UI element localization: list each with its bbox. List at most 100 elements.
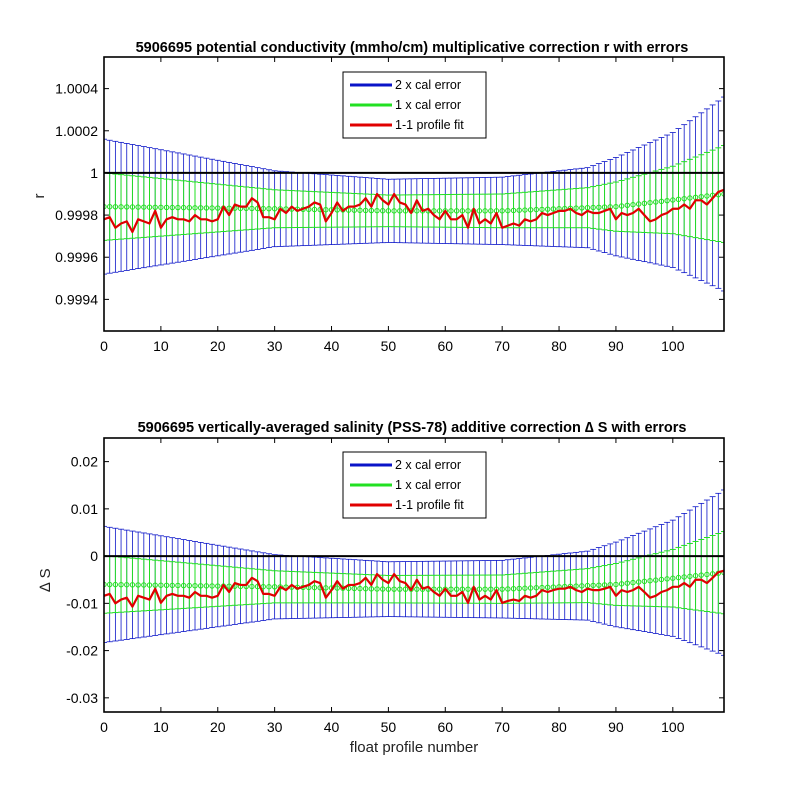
data-point-marker bbox=[476, 586, 483, 592]
data-point-marker bbox=[596, 582, 602, 588]
data-point-marker bbox=[675, 574, 682, 581]
data-point-marker bbox=[215, 205, 221, 211]
data-point-marker bbox=[198, 205, 204, 211]
data-point-marker bbox=[271, 206, 278, 212]
data-point-marker bbox=[368, 586, 375, 592]
data-point-marker bbox=[624, 202, 630, 209]
data-point-marker bbox=[533, 206, 539, 213]
data-point-marker bbox=[186, 582, 193, 589]
data-point-marker bbox=[362, 586, 369, 592]
data-point-marker bbox=[453, 208, 460, 214]
data-point-marker bbox=[448, 208, 454, 214]
data-point-marker bbox=[152, 204, 158, 210]
data-point-marker bbox=[118, 204, 124, 210]
y-axis-label: ∆ S bbox=[37, 568, 54, 591]
x-tick-label: 100 bbox=[661, 338, 685, 354]
data-point-marker bbox=[596, 204, 602, 210]
data-point-marker bbox=[482, 208, 488, 214]
y-tick-label: 0.01 bbox=[71, 501, 98, 517]
data-point-marker bbox=[163, 204, 170, 211]
data-point-marker bbox=[459, 208, 466, 214]
data-point-marker bbox=[118, 581, 124, 588]
data-point-marker bbox=[112, 581, 119, 588]
data-point-marker bbox=[482, 586, 488, 592]
data-point-marker bbox=[544, 206, 551, 212]
data-point-marker bbox=[442, 208, 448, 214]
data-point-marker bbox=[397, 586, 403, 592]
data-point-marker bbox=[670, 197, 676, 203]
data-point-marker bbox=[215, 583, 221, 589]
y-tick-label: 0.02 bbox=[71, 454, 98, 470]
data-point-marker bbox=[647, 199, 653, 206]
data-point-marker bbox=[635, 579, 642, 585]
data-point-marker bbox=[351, 585, 357, 592]
data-point-marker bbox=[499, 208, 505, 214]
data-point-marker bbox=[465, 586, 471, 592]
data-point-marker bbox=[647, 578, 653, 584]
x-tick-label: 10 bbox=[153, 338, 169, 354]
data-point-marker bbox=[675, 196, 682, 203]
data-point-marker bbox=[505, 586, 511, 592]
data-point-marker bbox=[249, 583, 255, 590]
axes-frame bbox=[103, 437, 725, 713]
x-tick-label: 80 bbox=[551, 719, 567, 735]
data-point-marker bbox=[709, 571, 716, 577]
data-point-marker bbox=[488, 208, 494, 214]
data-point-marker bbox=[692, 573, 699, 579]
data-point-marker bbox=[527, 585, 534, 591]
chart-title: 5906695 potential conductivity (mmho/cm)… bbox=[136, 40, 689, 56]
data-point-marker bbox=[681, 195, 687, 202]
data-point-marker bbox=[192, 583, 198, 589]
data-point-marker bbox=[141, 204, 147, 210]
axes: 0 10 20 30 40 50 60 70 80 90 100 -0.03 -0.02 -0.01 0 0.… bbox=[66, 437, 725, 735]
series-profile-fit-line bbox=[104, 188, 724, 234]
data-point-marker bbox=[226, 583, 232, 589]
data-point-marker bbox=[579, 583, 585, 589]
data-point-marker bbox=[124, 582, 130, 588]
data-point-marker bbox=[180, 582, 187, 589]
data-point-marker bbox=[163, 582, 170, 589]
data-point-marker bbox=[510, 207, 517, 214]
data-point-marker bbox=[357, 207, 363, 214]
data-point-marker bbox=[539, 206, 545, 213]
series-profile-fit-line bbox=[104, 569, 724, 608]
y-tick-label: 1 bbox=[90, 165, 98, 181]
legend-label: 1 x cal error bbox=[395, 98, 461, 112]
x-tick-label: 60 bbox=[437, 719, 453, 735]
data-point-marker bbox=[169, 582, 175, 589]
data-point-marker bbox=[630, 201, 636, 208]
data-point-marker bbox=[391, 586, 397, 592]
data-point-marker bbox=[653, 199, 659, 205]
data-point-marker bbox=[380, 208, 386, 214]
data-point-marker bbox=[158, 204, 164, 211]
axes-frame bbox=[103, 56, 725, 332]
data-point-marker bbox=[271, 584, 278, 590]
data-point-marker bbox=[618, 581, 625, 587]
data-point-marker bbox=[374, 207, 380, 214]
data-point-marker bbox=[550, 206, 557, 212]
data-point-marker bbox=[601, 582, 608, 588]
data-point-marker bbox=[670, 575, 676, 581]
data-point-marker bbox=[436, 586, 443, 592]
data-point-marker bbox=[311, 206, 318, 213]
data-point-marker bbox=[203, 583, 210, 589]
data-point-marker bbox=[414, 208, 420, 214]
plot-area bbox=[104, 96, 724, 292]
data-point-marker bbox=[323, 585, 329, 591]
y-tick-label: -0.01 bbox=[66, 595, 98, 611]
data-point-marker bbox=[573, 583, 579, 589]
data-point-marker bbox=[687, 573, 693, 580]
x-tick-label: 80 bbox=[551, 338, 567, 354]
data-point-marker bbox=[658, 198, 665, 205]
legend-label: 2 x cal error bbox=[395, 458, 461, 472]
series-1x-cal-error bbox=[104, 145, 724, 243]
data-point-marker bbox=[488, 586, 494, 592]
x-tick-label: 20 bbox=[210, 338, 226, 354]
data-point-marker bbox=[334, 207, 340, 213]
data-point-marker bbox=[613, 581, 619, 588]
data-point-marker bbox=[380, 586, 386, 592]
data-point-marker bbox=[357, 585, 363, 592]
data-point-marker bbox=[180, 204, 187, 211]
y-axis-label: r bbox=[31, 194, 48, 199]
axes: 0 10 20 30 40 50 60 70 80 90 100 0.9994 0.9996 0.9998… bbox=[55, 56, 725, 354]
